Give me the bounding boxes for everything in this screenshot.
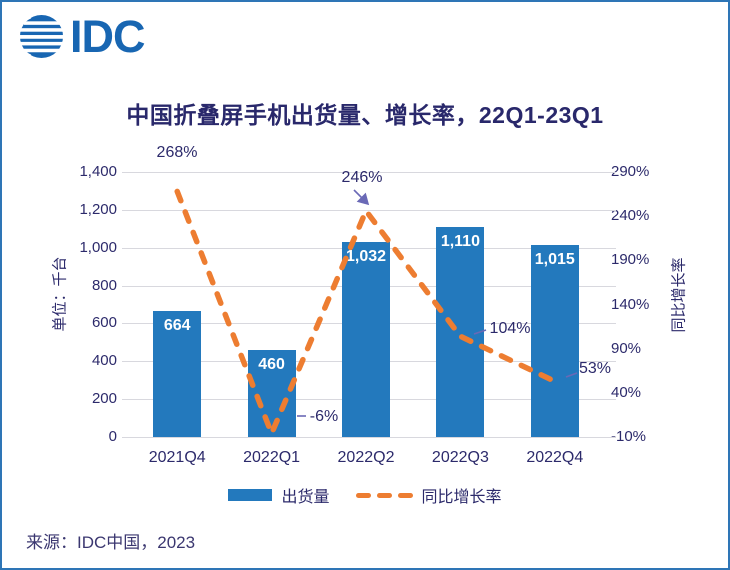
left-tick-label: 400	[91, 352, 117, 370]
left-axis-title: 单位：千台	[51, 256, 69, 332]
growth-line-series	[174, 188, 578, 437]
left-tick-label: 200	[91, 390, 117, 408]
left-tick-label: 800	[91, 276, 117, 294]
gridline	[122, 209, 616, 211]
idc-globe-icon	[18, 14, 65, 59]
plot-area: 664 460 1,032 1,110 1,015 268% -6% 246% 104% 53%	[122, 144, 616, 438]
x-axis-labels: 2021Q4 2022Q1 2022Q2 2022Q3 2022Q4	[130, 449, 602, 471]
left-tick-label: 1,200	[79, 200, 117, 218]
left-axis-ticks: 1,400 1,200 1,000 800 600 400 200 0	[32, 163, 117, 445]
left-tick-label: 0	[108, 428, 117, 445]
growth-point-label: -6%	[309, 408, 339, 425]
right-tick-label: 90%	[611, 339, 642, 357]
bar	[247, 349, 296, 437]
right-axis-title: 同比增长率	[670, 257, 688, 333]
bar	[530, 244, 579, 437]
bar-value-label: 664	[163, 317, 191, 335]
x-axis-label: 2022Q2	[337, 449, 395, 466]
label-leader-lines	[297, 189, 578, 417]
right-tick-label: -10%	[611, 428, 647, 445]
bar-value-label: 460	[258, 355, 285, 373]
growth-dashed-line	[174, 188, 558, 437]
x-axis-label: 2022Q3	[431, 449, 489, 466]
growth-point-label: 104%	[489, 320, 531, 337]
bar-value-label: 1,015	[534, 250, 575, 268]
x-axis-label: 2021Q4	[148, 449, 206, 466]
leader-line	[353, 189, 370, 206]
leader-line	[565, 372, 578, 378]
x-axis-label: 2022Q4	[526, 449, 584, 466]
bar	[436, 226, 485, 437]
x-axis-label: 2022Q1	[243, 449, 301, 466]
right-tick-label: 290%	[611, 163, 650, 180]
left-tick-label: 1,400	[79, 163, 117, 180]
growth-point-label: 53%	[578, 360, 612, 377]
growth-point-label: 268%	[156, 144, 198, 161]
source-note: 来源：IDC中国，2023	[26, 533, 196, 552]
dashed-line-swatch-icon	[355, 492, 413, 498]
gridline	[122, 437, 616, 438]
right-tick-label: 40%	[611, 383, 642, 401]
bar	[342, 241, 390, 437]
bar	[153, 311, 202, 437]
idc-logo: IDC	[18, 13, 145, 60]
legend-label-shipments: 出货量	[281, 489, 330, 506]
legend-item-shipments: 出货量	[228, 483, 330, 507]
left-tick-label: 1,000	[79, 238, 117, 256]
leader-line	[473, 329, 487, 335]
right-tick-label: 140%	[611, 295, 650, 313]
growth-point-label: 246%	[341, 169, 383, 186]
legend-item-growth: 同比增长率	[355, 483, 502, 507]
chart-title: 中国折叠屏手机出货量、增长率，22Q1-23Q1	[126, 102, 604, 128]
right-tick-label: 190%	[611, 251, 650, 269]
idc-logo-text: IDC	[70, 11, 145, 62]
right-axis-ticks: 290% 240% 190% 140% 90% 40% -10%	[611, 163, 681, 445]
left-tick-label: 600	[91, 314, 117, 332]
bar-value-label: 1,110	[440, 232, 480, 250]
bar-swatch-icon	[228, 489, 273, 501]
gridline	[122, 172, 616, 173]
right-tick-label: 240%	[611, 207, 650, 225]
bar-value-label: 1,032	[345, 247, 387, 265]
legend: 出货量 同比增长率	[2, 483, 728, 507]
legend-label-growth: 同比增长率	[421, 489, 502, 506]
